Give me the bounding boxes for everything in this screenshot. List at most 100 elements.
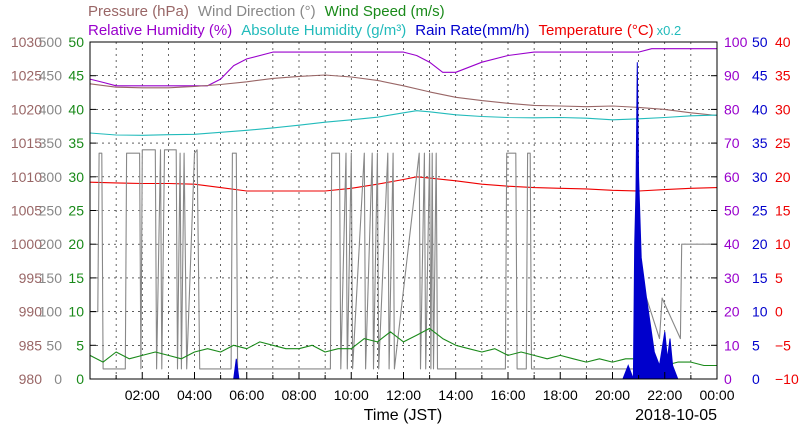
tick-x: 04:00 [177,387,212,403]
tick-wind-dir: 300 [39,169,63,185]
legend-row: Pressure (hPa) Wind Direction (°) Wind Spe… [88,3,445,20]
tick-rh: 100 [724,34,748,50]
tick-wind-dir: 350 [39,135,63,151]
tick-wind-speed: 45 [68,68,84,84]
tick-temp: 5 [775,270,783,286]
tick-temp: 35 [775,68,791,84]
legend-rh: Relative Humidity (%) [88,22,232,39]
tick-rh: 0 [724,371,732,387]
series-wind-direction [90,149,717,370]
tick-rain: 35 [752,135,768,151]
tick-wind-dir: 450 [39,68,63,84]
tick-pressure: 995 [19,270,43,286]
tick-pressure: 985 [19,337,43,353]
tick-wind-dir: 150 [39,270,63,286]
tick-x: 14:00 [438,387,473,403]
series-temperature-c [89,176,718,192]
tick-rain: 20 [752,236,768,252]
series-layer [89,48,718,380]
tick-rh: 90 [724,68,740,84]
tick-rain: 15 [752,270,768,286]
tick-pressure: 1020 [11,101,42,117]
tick-x: 00:00 [699,387,734,403]
tick-rain: 5 [752,337,760,353]
series-wind-speed-m-s [89,327,717,367]
tick-wind-speed: 40 [68,101,84,117]
tick-wind-dir: 400 [39,101,63,117]
tick-rh: 80 [724,101,740,117]
tick-rh: 20 [724,304,740,320]
legend-ah: Absolute Humidity (g/m³) [241,22,406,39]
series-relative-humidity [89,48,717,87]
tick-wind-dir: 250 [39,203,63,219]
tick-pressure: 1015 [11,135,42,151]
tick-rain: 10 [752,304,768,320]
tick-wind-speed: 10 [68,304,84,320]
tick-temp: −10 [775,371,799,387]
tick-rain: 50 [752,34,768,50]
tick-pressure: 1005 [11,203,42,219]
tick-temp: 20 [775,169,791,185]
tick-wind-speed: 0 [76,371,84,387]
tick-rh: 70 [724,135,740,151]
legend-pressure: Pressure (hPa) [88,3,189,20]
tick-rh: 50 [724,203,740,219]
tick-rh: 60 [724,169,740,185]
tick-temp: −5 [775,337,791,353]
tick-pressure: 1000 [11,236,42,252]
tick-wind-dir: 500 [39,34,63,50]
tick-x: 20:00 [595,387,630,403]
tick-wind-speed: 35 [68,135,84,151]
axes: 9809859909951000100510101015102010251030… [11,34,799,403]
tick-rain: 25 [752,203,768,219]
tick-pressure: 980 [19,371,43,387]
tick-pressure: 1030 [11,34,42,50]
series-pressure-hpa [89,74,718,117]
tick-x: 08:00 [281,387,316,403]
tick-wind-dir: 100 [39,304,63,320]
legend-rain: Rain Rate(mm/h) [415,22,529,39]
tick-pressure: 990 [19,304,43,320]
tick-wind-speed: 30 [68,169,84,185]
legend-temp: Temperature (°C) [538,22,653,39]
tick-wind-speed: 5 [76,337,84,353]
tick-rain: 30 [752,169,768,185]
tick-pressure: 1025 [11,68,42,84]
tick-temp: 0 [775,304,783,320]
legend: Pressure (hPa) Wind Direction (°) Wind Spe… [88,3,681,39]
tick-wind-speed: 50 [68,34,84,50]
tick-x: 02:00 [125,387,160,403]
tick-rain: 45 [752,68,768,84]
tick-x: 06:00 [229,387,264,403]
legend-wind-dir: Wind Direction (°) [198,3,316,20]
tick-wind-dir: 0 [54,371,62,387]
tick-x: 22:00 [647,387,682,403]
tick-wind-dir: 200 [39,236,63,252]
tick-x: 18:00 [543,387,578,403]
tick-rh: 30 [724,270,740,286]
tick-wind-speed: 25 [68,203,84,219]
tick-rain: 40 [752,101,768,117]
tick-x: 16:00 [490,387,525,403]
legend-row: Relative Humidity (%) Absolute Humidity (… [88,22,681,39]
series-absolute-humidity [89,110,718,136]
grid [90,42,717,379]
tick-rain: 0 [752,371,760,387]
tick-rh: 10 [724,337,740,353]
tick-temp: 15 [775,203,791,219]
tick-temp: 25 [775,135,791,151]
tick-x: 10:00 [334,387,369,403]
tick-x: 12:00 [386,387,421,403]
ah-scale-note: x0.2 [657,23,682,38]
chart-date: 2018-10-05 [635,407,717,424]
tick-temp: 30 [775,101,791,117]
x-axis-label: Time (JST) [364,407,443,424]
tick-pressure: 1010 [11,169,42,185]
tick-wind-speed: 15 [68,270,84,286]
tick-rh: 40 [724,236,740,252]
tick-temp: 10 [775,236,791,252]
tick-temp: 40 [775,34,791,50]
tick-wind-dir: 50 [46,337,62,353]
legend-wind-speed: Wind Speed (m/s) [325,3,445,20]
